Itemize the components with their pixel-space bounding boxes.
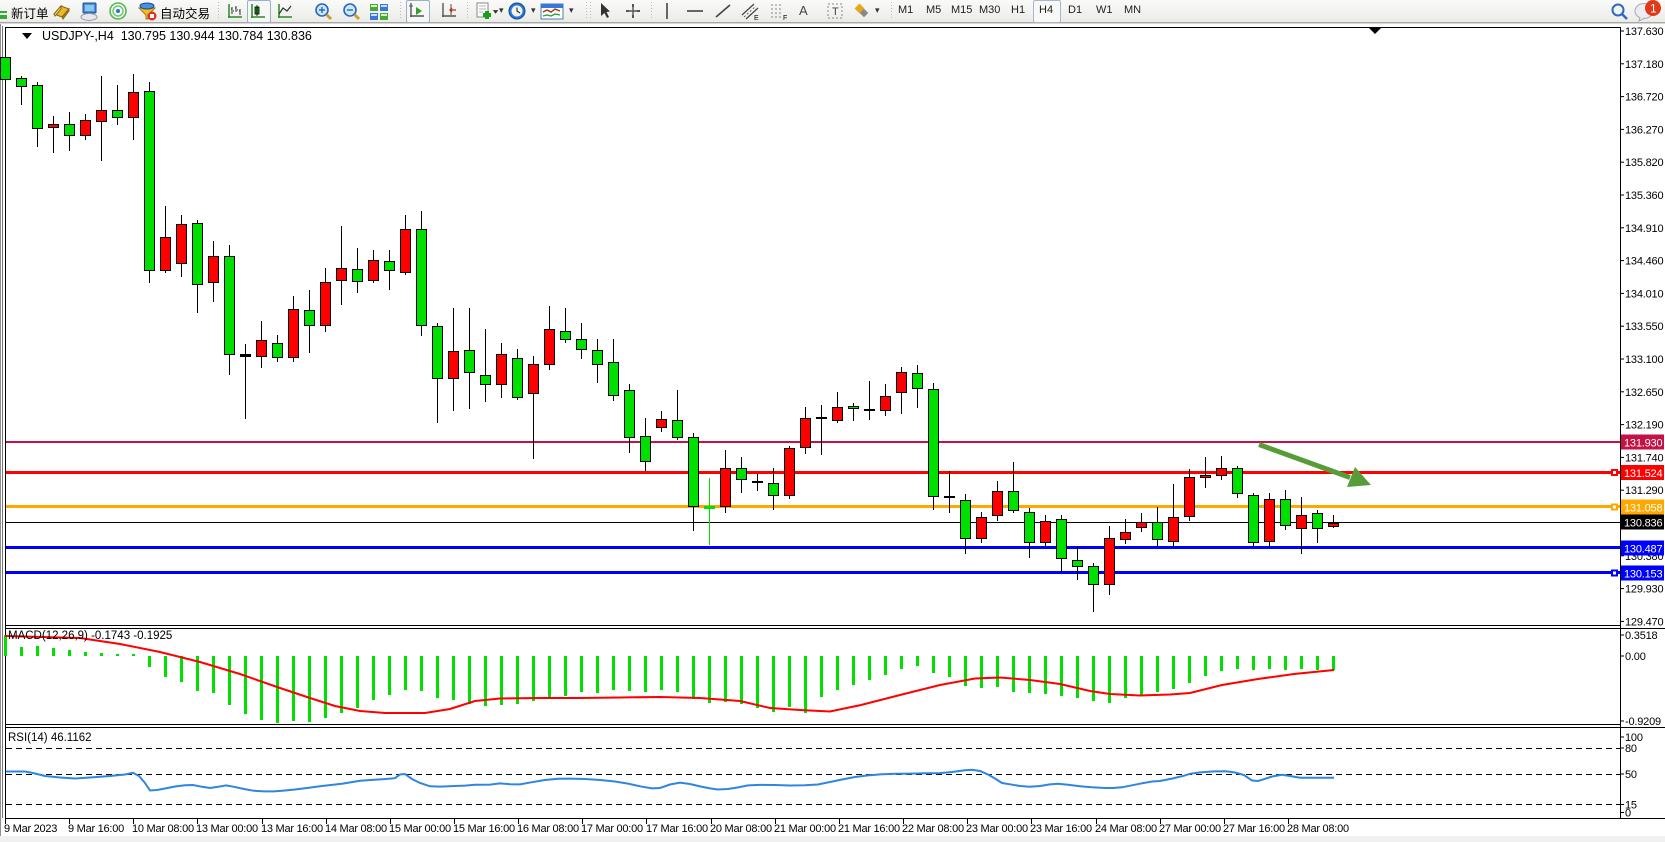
svg-text:80: 80 [1625, 743, 1637, 755]
svg-text:15: 15 [1625, 800, 1637, 812]
svg-text:133.550: 133.550 [1625, 321, 1663, 333]
svg-text:131.290: 131.290 [1625, 485, 1663, 497]
svg-text:13 Mar 16:00: 13 Mar 16:00 [261, 823, 323, 835]
svg-text:17 Mar 00:00: 17 Mar 00:00 [581, 823, 643, 835]
svg-text:50: 50 [1625, 769, 1637, 781]
svg-text:131.930: 131.930 [1624, 438, 1662, 450]
svg-text:10 Mar 08:00: 10 Mar 08:00 [132, 823, 194, 835]
svg-text:129.930: 129.930 [1625, 584, 1663, 596]
svg-text:21 Mar 16:00: 21 Mar 16:00 [838, 823, 900, 835]
svg-text:131.524: 131.524 [1624, 468, 1662, 480]
svg-text:100: 100 [1625, 732, 1643, 744]
svg-text:131.740: 131.740 [1625, 452, 1663, 464]
svg-text:23 Mar 16:00: 23 Mar 16:00 [1030, 823, 1092, 835]
svg-text:-0.9209: -0.9209 [1625, 716, 1661, 728]
svg-text:134.010: 134.010 [1625, 288, 1663, 300]
svg-text:133.100: 133.100 [1625, 354, 1663, 366]
svg-text:135.360: 135.360 [1625, 190, 1663, 202]
svg-text:15 Mar 16:00: 15 Mar 16:00 [453, 823, 515, 835]
svg-text:21 Mar 00:00: 21 Mar 00:00 [774, 823, 836, 835]
svg-text:129.470: 129.470 [1625, 616, 1663, 628]
svg-text:0.3518: 0.3518 [1625, 630, 1658, 642]
svg-text:15 Mar 00:00: 15 Mar 00:00 [389, 823, 451, 835]
svg-text:130.836: 130.836 [1624, 518, 1662, 530]
svg-text:T: T [832, 6, 839, 18]
svg-text:135.820: 135.820 [1625, 157, 1663, 169]
svg-text:F: F [783, 15, 787, 21]
svg-text:16 Mar 08:00: 16 Mar 08:00 [517, 823, 579, 835]
svg-text:27 Mar 00:00: 27 Mar 00:00 [1159, 823, 1221, 835]
svg-text:E: E [754, 15, 759, 21]
svg-text:24 Mar 08:00: 24 Mar 08:00 [1095, 823, 1157, 835]
svg-text:14 Mar 08:00: 14 Mar 08:00 [325, 823, 387, 835]
svg-text:136.720: 136.720 [1625, 92, 1663, 104]
svg-text:MACD(12,26,9) -0.1743 -0.1925: MACD(12,26,9) -0.1743 -0.1925 [8, 630, 172, 642]
svg-text:132.650: 132.650 [1625, 387, 1663, 399]
svg-text:131.058: 131.058 [1624, 503, 1662, 515]
svg-text:28 Mar 08:00: 28 Mar 08:00 [1287, 823, 1349, 835]
svg-text:20 Mar 08:00: 20 Mar 08:00 [710, 823, 772, 835]
svg-text:22 Mar 08:00: 22 Mar 08:00 [902, 823, 964, 835]
svg-text:27 Mar 16:00: 27 Mar 16:00 [1223, 823, 1285, 835]
svg-text:0: 0 [1625, 808, 1631, 820]
svg-text:0.00: 0.00 [1625, 651, 1646, 663]
svg-text:23 Mar 00:00: 23 Mar 00:00 [966, 823, 1028, 835]
svg-text:132.190: 132.190 [1625, 420, 1663, 432]
svg-text:130.153: 130.153 [1624, 569, 1662, 581]
svg-text:9 Mar 16:00: 9 Mar 16:00 [68, 823, 124, 835]
svg-text:17 Mar 16:00: 17 Mar 16:00 [646, 823, 708, 835]
svg-text:USDJPY-,H4 130.795 130.944 13: USDJPY-,H4 130.795 130.944 130.784 130.8… [42, 29, 312, 43]
svg-text:130.487: 130.487 [1624, 544, 1662, 556]
svg-text:134.910: 134.910 [1625, 223, 1663, 235]
svg-text:136.270: 136.270 [1625, 124, 1663, 136]
svg-text:13 Mar 00:00: 13 Mar 00:00 [196, 823, 258, 835]
svg-text:137.180: 137.180 [1625, 59, 1663, 71]
svg-text:137.630: 137.630 [1625, 26, 1663, 38]
svg-text:9 Mar 2023: 9 Mar 2023 [4, 823, 57, 835]
svg-text:RSI(14) 46.1162: RSI(14) 46.1162 [8, 732, 92, 744]
svg-text:134.460: 134.460 [1625, 256, 1663, 268]
svg-text:1: 1 [1650, 2, 1657, 16]
